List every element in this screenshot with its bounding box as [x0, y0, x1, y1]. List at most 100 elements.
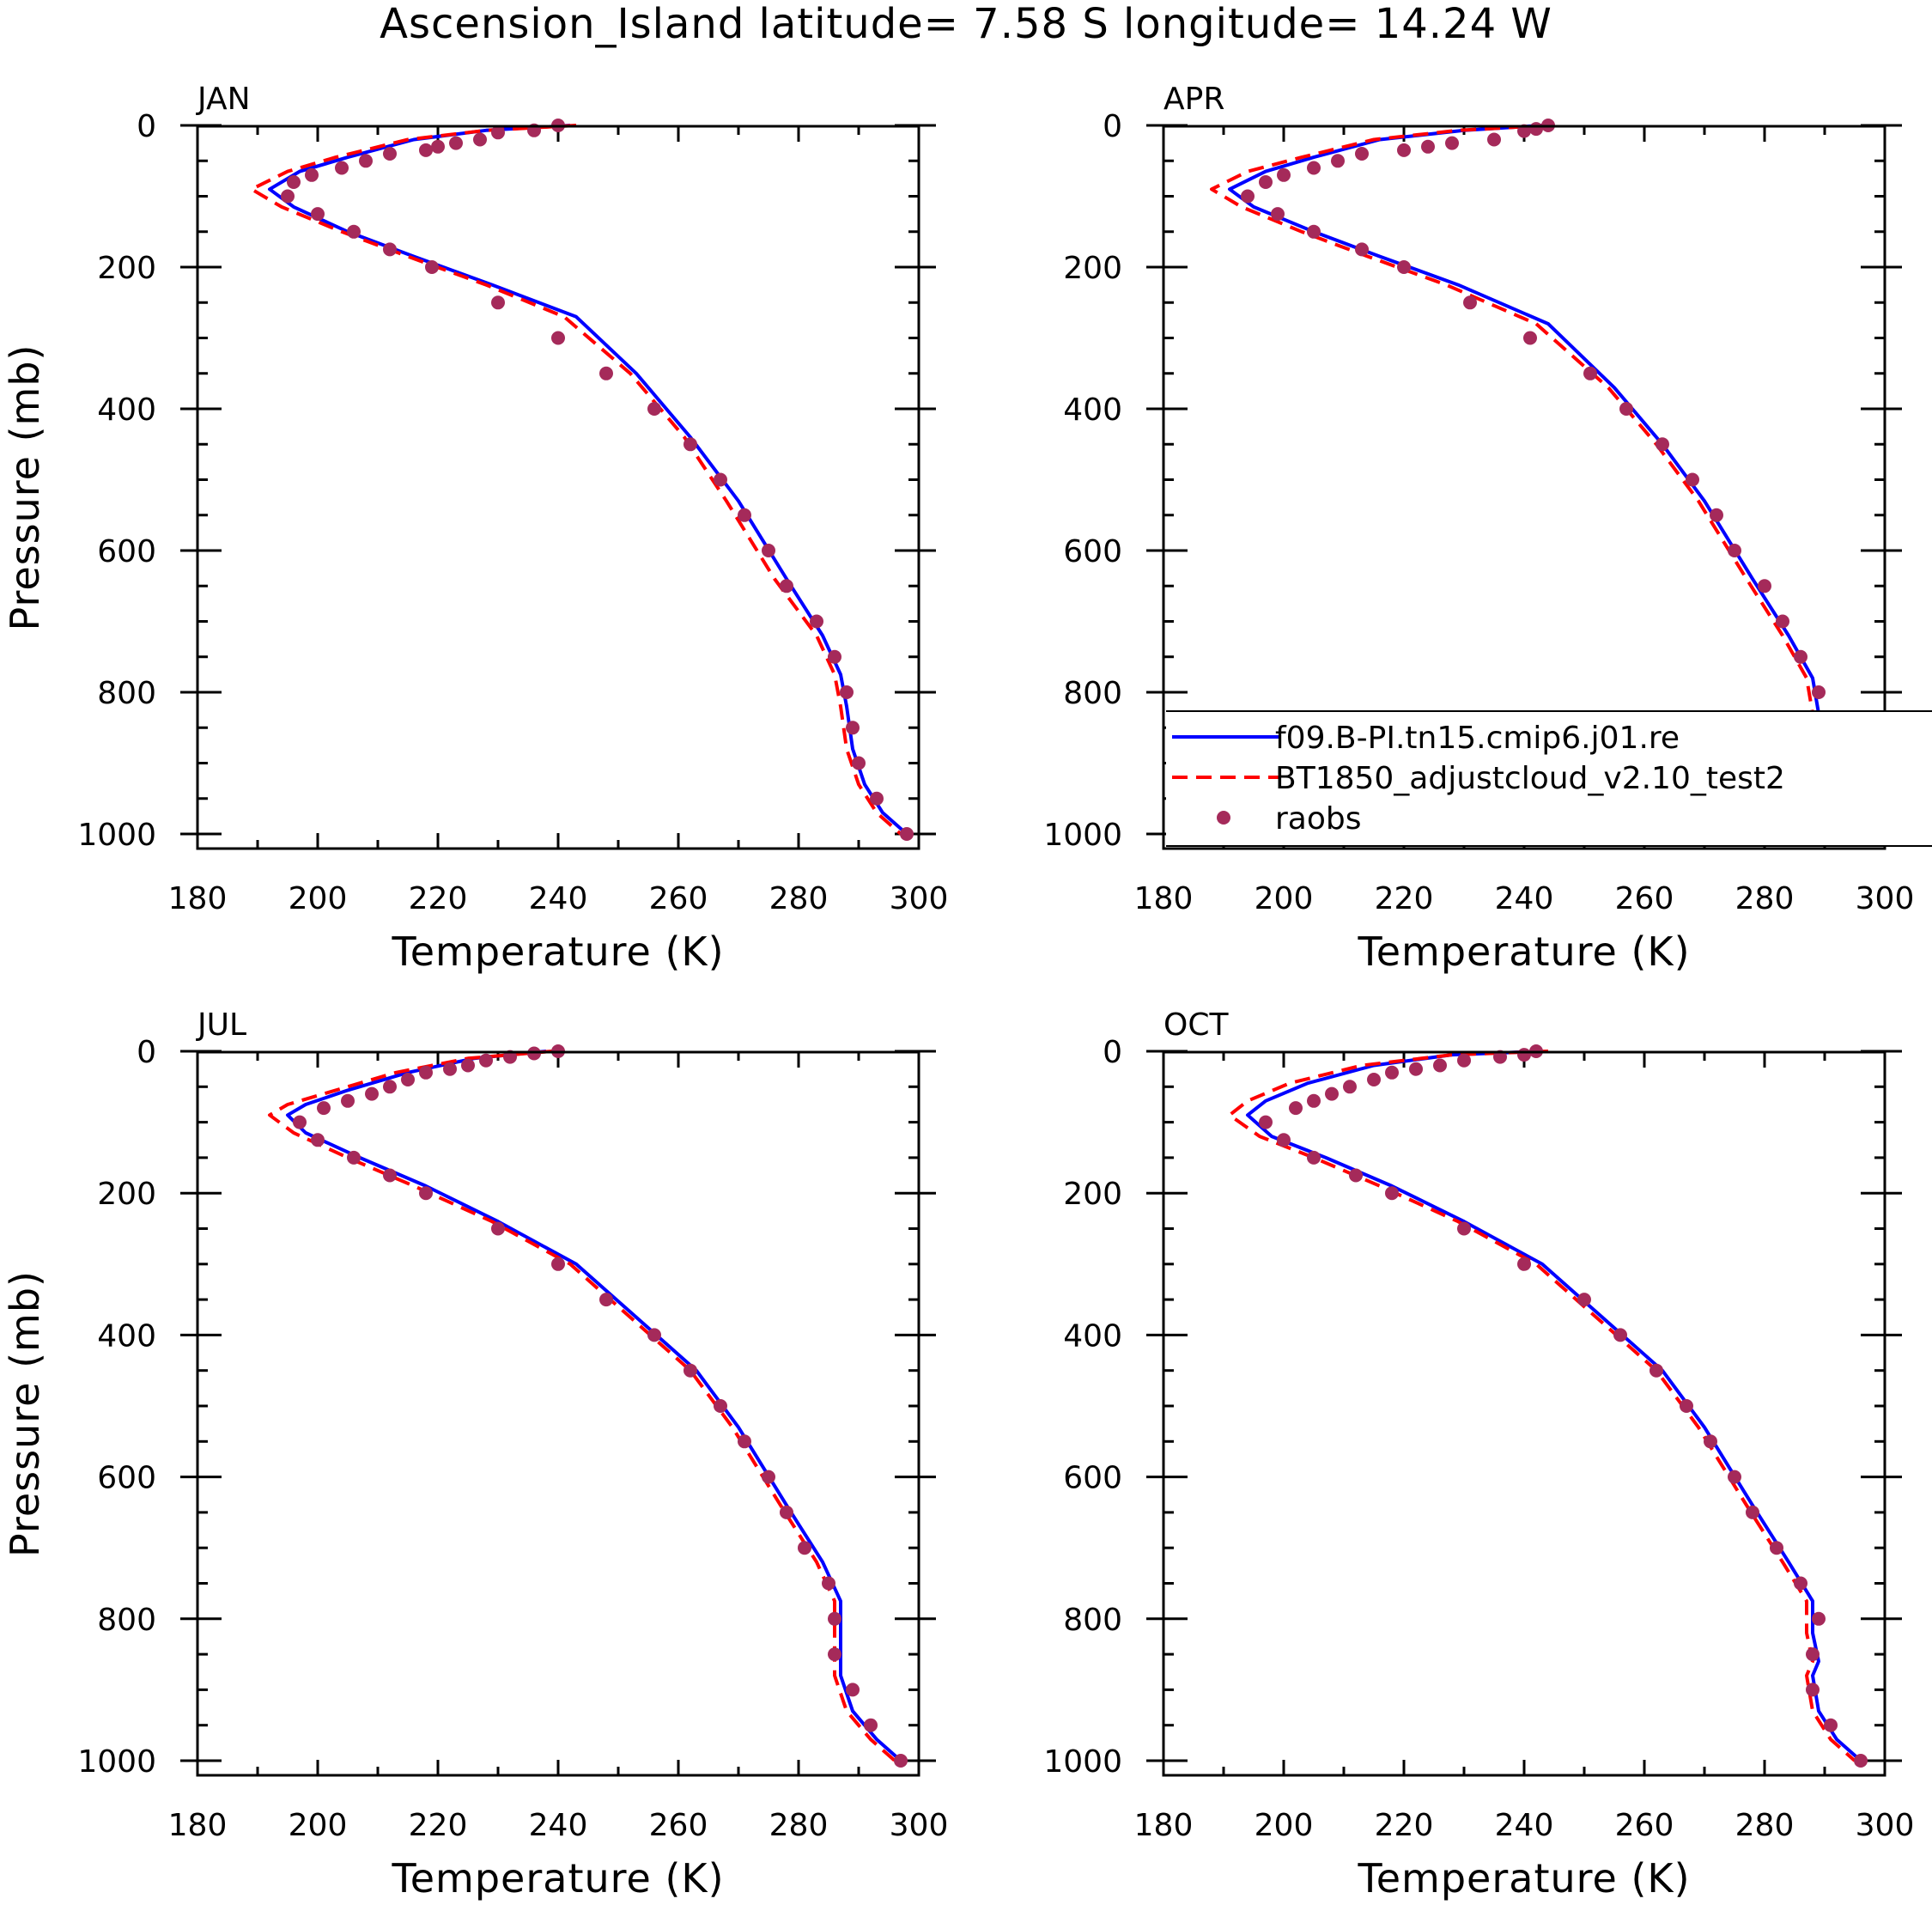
x-tick-label: 260 [1615, 1808, 1674, 1843]
raobs-point [683, 437, 697, 452]
y-tick-label: 600 [1063, 534, 1122, 569]
raobs-point [1613, 1328, 1627, 1342]
raobs-point [828, 1611, 841, 1626]
x-tick-label: 280 [769, 1808, 829, 1843]
raobs-point [1728, 544, 1741, 557]
x-tick-label: 180 [168, 881, 228, 916]
x-tick-label: 220 [409, 1808, 468, 1843]
x-tick-label: 200 [1255, 1808, 1314, 1843]
raobs-point [846, 721, 860, 735]
panel-oct: OCT 180 200 220 240 260 280 300 Temperature (K) 0… [1043, 1007, 1914, 1902]
y-tick-label: 200 [97, 251, 156, 286]
y-tick-label: 400 [97, 393, 156, 428]
raobs-point [365, 1086, 379, 1101]
x-tick-label: 280 [1735, 1808, 1795, 1843]
panels: JAN 180 200 220 240 260 280 300 Temperature (K) 0… [2, 82, 1932, 1902]
y-tick-label: 1000 [77, 1744, 156, 1780]
raobs-point [1397, 143, 1411, 157]
raobs-point [822, 1576, 835, 1591]
x-tick-label: 180 [1134, 1808, 1194, 1843]
raobs-point [1770, 1541, 1783, 1555]
raobs-point [1271, 207, 1285, 222]
x-tick-label: 220 [1375, 881, 1434, 916]
x-tick-label: 240 [529, 1808, 588, 1843]
raobs-point [599, 366, 613, 380]
raobs-point [840, 685, 854, 699]
raobs-point [1806, 1647, 1820, 1662]
x-tick-label: 300 [1856, 1808, 1915, 1843]
x-tick-label: 300 [890, 1808, 949, 1843]
raobs-point [1523, 331, 1537, 345]
y-tick-label: 1000 [1043, 818, 1122, 853]
x-axis-title: Temperature (K) [1357, 1855, 1690, 1902]
raobs-point [647, 1328, 661, 1342]
raobs-point [491, 295, 505, 310]
y-tick-label: 200 [1063, 1177, 1122, 1212]
raobs-point [425, 260, 439, 274]
raobs-point [1686, 472, 1699, 487]
raobs-point [317, 1101, 331, 1116]
x-tick-label: 200 [289, 1808, 348, 1843]
x-tick-label: 300 [890, 881, 949, 916]
raobs-point [1529, 122, 1543, 137]
panel-jan: JAN 180 200 220 240 260 280 300 Temperature (K) 0… [2, 82, 948, 975]
raobs-point [1710, 508, 1723, 522]
y-tick-label: 0 [137, 109, 156, 144]
x-tick-label: 240 [1495, 881, 1554, 916]
y-tick-label: 200 [1063, 251, 1122, 286]
plot-area [268, 1044, 908, 1768]
raobs-point [305, 167, 319, 182]
y-tick-label: 600 [97, 1461, 156, 1496]
raobs-point [1307, 161, 1321, 175]
raobs-point [347, 1150, 361, 1165]
raobs-point [1385, 1065, 1399, 1080]
raobs-point [738, 1434, 751, 1449]
x-tick-label: 200 [1255, 881, 1314, 916]
raobs-point [1457, 1053, 1471, 1068]
raobs-point [383, 147, 397, 161]
raobs-point [1776, 614, 1789, 629]
y-tick-label: 400 [1063, 393, 1122, 428]
raobs-point [1517, 1048, 1531, 1062]
y-tick-label: 800 [1063, 676, 1122, 711]
y-axis-title: Pressure (mb) [2, 344, 48, 631]
raobs-point [1343, 1080, 1357, 1094]
panel-label: JAN [196, 82, 251, 117]
raobs-point [1385, 1186, 1399, 1201]
raobs-point [1445, 136, 1459, 150]
raobs-point [810, 614, 823, 629]
y-tick-label: 800 [1063, 1603, 1122, 1638]
panel-apr: APR 180 200 220 240 260 280 300 Temperature (K) 0… [1043, 82, 1932, 975]
raobs-point [894, 1754, 908, 1768]
raobs-point [1325, 1086, 1339, 1101]
legend-label: BT1850_adjustcloud_v2.10_test2 [1275, 761, 1785, 796]
x-tick-label: 300 [1856, 881, 1915, 916]
x-tick-label: 220 [1375, 1808, 1434, 1843]
y-tick-label: 800 [97, 676, 156, 711]
raobs-point [714, 472, 727, 487]
panel-jul: JUL 180 200 220 240 260 280 300 Temperature (K) 0… [2, 1007, 948, 1902]
panel-label: APR [1163, 82, 1224, 117]
legend-label: raobs [1275, 801, 1362, 837]
raobs-point [449, 136, 463, 150]
y-tick-label: 400 [1063, 1318, 1122, 1354]
raobs-point [1307, 1093, 1321, 1108]
raobs-point [1854, 1754, 1868, 1768]
raobs-point [683, 1363, 697, 1378]
figure-title: Ascension_Island latitude= 7.58 S longit… [380, 0, 1552, 48]
raobs-point [1806, 1683, 1820, 1697]
panel-label: JUL [196, 1007, 246, 1043]
raobs-point [1277, 167, 1291, 182]
raobs-point [900, 827, 914, 841]
raobs-point [714, 1399, 727, 1413]
y-tick-label: 400 [97, 1318, 156, 1354]
raobs-point [1794, 1576, 1807, 1591]
raobs-point [1517, 124, 1531, 138]
raobs-point [347, 224, 361, 239]
raobs-point [1259, 175, 1273, 189]
x-tick-label: 240 [529, 881, 588, 916]
raobs-point [419, 143, 433, 157]
raobs-point [1583, 366, 1597, 380]
y-tick-label: 600 [1063, 1461, 1122, 1496]
raobs-point [738, 508, 751, 522]
